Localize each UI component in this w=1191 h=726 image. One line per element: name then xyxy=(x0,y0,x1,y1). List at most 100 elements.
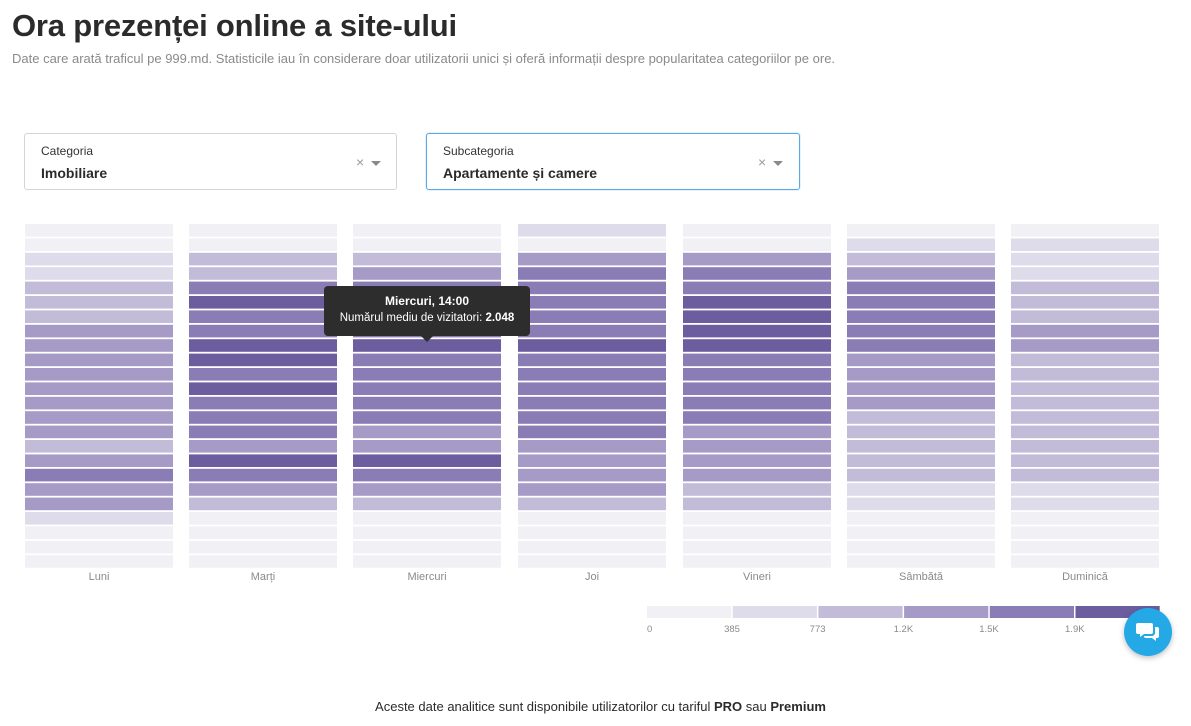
subcategory-chevron-down-icon[interactable] xyxy=(773,161,783,166)
heatmap-cell[interactable] xyxy=(189,396,337,410)
heatmap-cell[interactable] xyxy=(353,425,501,439)
heatmap-cell[interactable] xyxy=(25,368,173,381)
heatmap-cell[interactable] xyxy=(25,497,173,511)
heatmap-cell[interactable] xyxy=(518,267,666,280)
heatmap-cell[interactable] xyxy=(25,339,173,352)
heatmap-cell[interactable] xyxy=(518,396,666,410)
heatmap-cell[interactable] xyxy=(189,353,337,367)
heatmap-cell[interactable] xyxy=(353,497,501,511)
heatmap-cell[interactable] xyxy=(25,526,173,539)
heatmap-cell[interactable] xyxy=(683,281,831,295)
heatmap-cell[interactable] xyxy=(189,252,337,266)
heatmap-cell[interactable] xyxy=(25,555,173,568)
heatmap-cell[interactable] xyxy=(189,224,337,237)
heatmap-cell[interactable] xyxy=(683,296,831,309)
heatmap-cell[interactable] xyxy=(847,382,995,395)
heatmap-cell[interactable] xyxy=(847,512,995,525)
heatmap-cell[interactable] xyxy=(189,425,337,439)
heatmap-cell[interactable] xyxy=(1011,540,1159,554)
heatmap-cell[interactable] xyxy=(189,468,337,482)
heatmap-cell[interactable] xyxy=(1011,468,1159,482)
heatmap-cell[interactable] xyxy=(518,425,666,439)
heatmap-cell[interactable] xyxy=(518,224,666,237)
heatmap-cell[interactable] xyxy=(683,411,831,424)
heatmap-cell[interactable] xyxy=(353,252,501,266)
heatmap-cell[interactable] xyxy=(683,339,831,352)
heatmap-cell[interactable] xyxy=(25,512,173,525)
heatmap-cell[interactable] xyxy=(1011,296,1159,309)
heatmap-cell[interactable] xyxy=(1011,425,1159,439)
heatmap-cell[interactable] xyxy=(353,411,501,424)
heatmap-cell[interactable] xyxy=(683,497,831,511)
heatmap-cell[interactable] xyxy=(683,526,831,539)
heatmap-cell[interactable] xyxy=(847,483,995,496)
heatmap-cell[interactable] xyxy=(518,368,666,381)
heatmap-cell[interactable] xyxy=(189,382,337,395)
heatmap-cell[interactable] xyxy=(1011,353,1159,367)
heatmap-cell[interactable] xyxy=(189,540,337,554)
heatmap-cell[interactable] xyxy=(25,425,173,439)
heatmap-cell[interactable] xyxy=(353,468,501,482)
heatmap-cell[interactable] xyxy=(1011,454,1159,467)
heatmap-cell[interactable] xyxy=(683,540,831,554)
heatmap-cell[interactable] xyxy=(25,281,173,295)
heatmap-cell[interactable] xyxy=(683,382,831,395)
heatmap-cell[interactable] xyxy=(1011,526,1159,539)
heatmap-cell[interactable] xyxy=(518,454,666,467)
heatmap-cell[interactable] xyxy=(847,267,995,280)
heatmap-cell[interactable] xyxy=(353,368,501,381)
heatmap-cell[interactable] xyxy=(353,454,501,467)
heatmap-cell[interactable] xyxy=(189,497,337,511)
heatmap-cell[interactable] xyxy=(683,267,831,280)
heatmap-cell[interactable] xyxy=(25,440,173,453)
heatmap-cell[interactable] xyxy=(189,296,337,309)
heatmap-cell[interactable] xyxy=(25,324,173,338)
heatmap-cell[interactable] xyxy=(353,224,501,237)
heatmap-cell[interactable] xyxy=(25,411,173,424)
heatmap-cell[interactable] xyxy=(1011,224,1159,237)
heatmap-cell[interactable] xyxy=(25,353,173,367)
heatmap-cell[interactable] xyxy=(683,310,831,323)
heatmap-cell[interactable] xyxy=(189,368,337,381)
heatmap-cell[interactable] xyxy=(189,267,337,280)
heatmap-cell[interactable] xyxy=(1011,252,1159,266)
category-select[interactable]: Categoria Imobiliare × xyxy=(24,133,397,190)
heatmap-cell[interactable] xyxy=(847,540,995,554)
heatmap-cell[interactable] xyxy=(189,483,337,496)
heatmap-cell[interactable] xyxy=(847,411,995,424)
heatmap-cell[interactable] xyxy=(25,238,173,251)
heatmap-cell[interactable] xyxy=(353,555,501,568)
heatmap-cell[interactable] xyxy=(518,540,666,554)
heatmap-cell[interactable] xyxy=(1011,267,1159,280)
heatmap-cell[interactable] xyxy=(353,238,501,251)
heatmap-cell[interactable] xyxy=(1011,440,1159,453)
heatmap-cell[interactable] xyxy=(847,252,995,266)
heatmap-cell[interactable] xyxy=(1011,310,1159,323)
heatmap-cell[interactable] xyxy=(25,296,173,309)
chat-button[interactable] xyxy=(1124,608,1172,656)
heatmap-cell[interactable] xyxy=(847,324,995,338)
heatmap-cell[interactable] xyxy=(25,267,173,280)
heatmap-cell[interactable] xyxy=(683,353,831,367)
category-chevron-down-icon[interactable] xyxy=(371,161,381,166)
heatmap-cell[interactable] xyxy=(25,396,173,410)
heatmap-cell[interactable] xyxy=(518,440,666,453)
heatmap-cell[interactable] xyxy=(847,296,995,309)
heatmap-cell[interactable] xyxy=(1011,497,1159,511)
heatmap-cell[interactable] xyxy=(683,224,831,237)
heatmap-cell[interactable] xyxy=(518,238,666,251)
heatmap-cell[interactable] xyxy=(353,267,501,280)
heatmap-cell[interactable] xyxy=(353,526,501,539)
heatmap-cell[interactable] xyxy=(1011,512,1159,525)
heatmap-cell[interactable] xyxy=(518,310,666,323)
heatmap-cell[interactable] xyxy=(518,483,666,496)
heatmap-cell[interactable] xyxy=(683,483,831,496)
heatmap-cell[interactable] xyxy=(518,512,666,525)
heatmap-cell[interactable] xyxy=(25,252,173,266)
heatmap-cell[interactable] xyxy=(189,454,337,467)
heatmap-cell[interactable] xyxy=(189,324,337,338)
heatmap-cell[interactable] xyxy=(25,483,173,496)
heatmap-cell[interactable] xyxy=(847,238,995,251)
heatmap-cell[interactable] xyxy=(847,339,995,352)
heatmap-cell[interactable] xyxy=(683,396,831,410)
